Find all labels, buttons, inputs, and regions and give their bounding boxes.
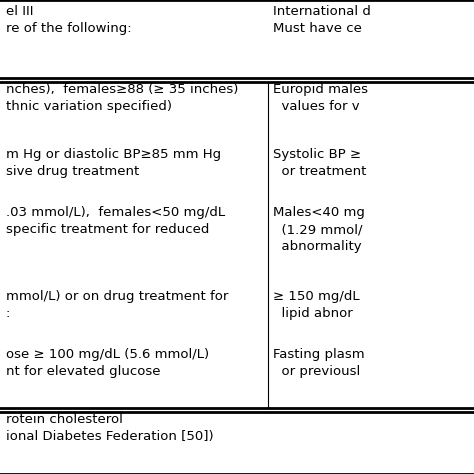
Text: .03 mmol/L),  females<50 mg/dL
specific treatment for reduced: .03 mmol/L), females<50 mg/dL specific t… — [6, 207, 225, 237]
Text: ≥ 150 mg/dL
  lipid abnor: ≥ 150 mg/dL lipid abnor — [273, 290, 360, 319]
Text: Systolic BP ≥
  or treatment: Systolic BP ≥ or treatment — [273, 148, 367, 178]
Text: m Hg or diastolic BP≥85 mm Hg
sive drug treatment: m Hg or diastolic BP≥85 mm Hg sive drug … — [6, 148, 221, 178]
Text: Males<40 mg
  (1.29 mmol/
  abnormality: Males<40 mg (1.29 mmol/ abnormality — [273, 207, 365, 254]
Text: ose ≥ 100 mg/dL (5.6 mmol/L)
nt for elevated glucose: ose ≥ 100 mg/dL (5.6 mmol/L) nt for elev… — [6, 347, 209, 378]
Text: rotein cholesterol
ional Diabetes Federation [50]): rotein cholesterol ional Diabetes Federa… — [6, 413, 213, 443]
Text: Fasting plasm
  or previousl: Fasting plasm or previousl — [273, 347, 365, 378]
Text: International d
Must have ce: International d Must have ce — [273, 5, 371, 35]
Text: mmol/L) or on drug treatment for
:: mmol/L) or on drug treatment for : — [6, 290, 228, 319]
Text: nches),  females≥88 (≥ 35 inches)
thnic variation specified): nches), females≥88 (≥ 35 inches) thnic v… — [6, 83, 238, 113]
Text: el III
re of the following:: el III re of the following: — [6, 5, 131, 35]
Text: Europid males
  values for v: Europid males values for v — [273, 83, 368, 113]
